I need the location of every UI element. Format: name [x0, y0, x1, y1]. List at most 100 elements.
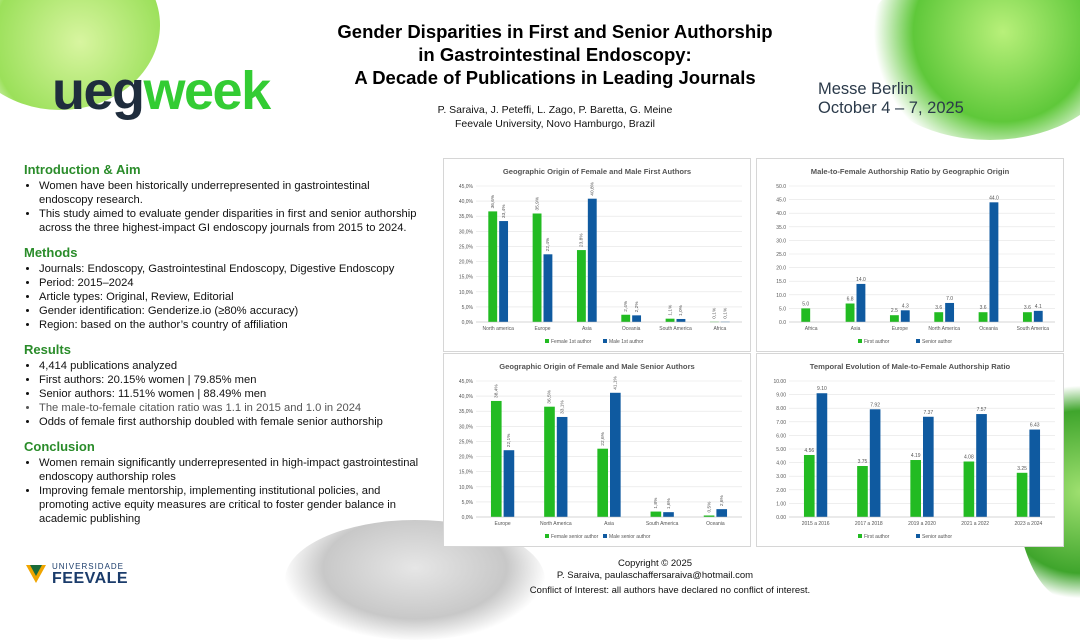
x-tick-label: Africa	[805, 326, 818, 332]
y-tick-label: 0,0%	[462, 320, 474, 326]
bar	[632, 315, 642, 322]
y-tick-label: 6.00	[776, 433, 786, 439]
results-list: 4,414 publications analyzed First author…	[24, 359, 424, 429]
data-label: 38,4%	[494, 384, 500, 398]
data-label: 7.0	[946, 296, 953, 302]
results-item: 4,414 publications analyzed	[39, 359, 424, 373]
y-tick-label: 9.00	[776, 393, 786, 399]
legend-swatch	[916, 339, 920, 343]
y-tick-label: 20,0%	[459, 260, 474, 266]
bar	[703, 515, 715, 517]
data-label: 7.92	[870, 402, 880, 408]
y-tick-label: 10,0%	[459, 485, 474, 491]
y-tick-label: 40.0	[776, 211, 786, 217]
x-tick-label: 2015 a 2016	[802, 521, 830, 527]
author-block: P. Saraiva, J. Peteffi, L. Zago, P. Bare…	[340, 103, 770, 131]
legend-swatch	[603, 339, 607, 343]
data-label: 33,1%	[559, 400, 565, 414]
y-tick-label: 10.0	[776, 293, 786, 299]
bar	[543, 254, 553, 322]
bar	[801, 308, 811, 322]
y-tick-label: 40,0%	[459, 394, 474, 400]
data-label: 2,2%	[634, 301, 640, 313]
y-tick-label: 25,0%	[459, 244, 474, 250]
poster-title: Gender Disparities in First and Senior A…	[290, 20, 820, 89]
x-tick-label: South America	[1017, 326, 1050, 332]
bar	[544, 406, 555, 517]
data-label: 3.6	[935, 305, 942, 311]
x-tick-label: 2021 a 2022	[961, 521, 989, 527]
bar	[923, 416, 934, 517]
y-tick-label: 7.00	[776, 420, 786, 426]
text-column: Introduction & Aim Women have been histo…	[24, 162, 424, 536]
bar	[910, 460, 921, 517]
legend-label: Male 1st author	[609, 339, 644, 345]
title-line-3: A Decade of Publications in Leading Jour…	[354, 67, 756, 88]
bar	[1029, 429, 1041, 517]
y-tick-label: 3.00	[776, 474, 786, 480]
bar	[1016, 472, 1028, 517]
x-tick-label: Asia	[604, 521, 614, 527]
bar	[621, 314, 631, 322]
title-line-1: Gender Disparities in First and Senior A…	[337, 21, 773, 42]
methods-item: Article types: Original, Review, Editori…	[39, 290, 424, 304]
ueg-week-logo: uegweek	[52, 61, 272, 121]
data-label: 3.75	[858, 459, 868, 465]
bar	[869, 409, 881, 517]
conclusion-item: Improving female mentorship, implementin…	[39, 484, 424, 526]
intro-item: This study aimed to evaluate gender disp…	[39, 207, 424, 235]
y-tick-label: 35.0	[776, 225, 786, 231]
bar	[556, 416, 568, 517]
bar	[499, 221, 509, 322]
y-tick-label: 10,0%	[459, 290, 474, 296]
y-tick-label: 50.0	[776, 184, 786, 190]
bar	[803, 454, 815, 517]
data-label: 3.6	[1024, 305, 1031, 311]
bar	[663, 512, 674, 517]
data-label: 0,1%	[712, 307, 718, 319]
legend-label: Female 1st author	[551, 339, 592, 345]
chart-title: Geographic Origin of Female and Male Sen…	[499, 362, 695, 371]
affiliation: Feevale University, Novo Hamburgo, Brazi…	[455, 118, 655, 130]
y-tick-label: 10.00	[773, 379, 786, 385]
chart-panel-first-authors: Geographic Origin of Female and Male Fir…	[443, 158, 751, 352]
data-label: 36,5%	[547, 389, 553, 403]
y-tick-label: 0,0%	[462, 515, 474, 521]
x-tick-label: Asia	[851, 326, 861, 332]
x-tick-label: Asia	[582, 326, 592, 332]
data-label: 7.37	[923, 410, 933, 416]
bar	[934, 312, 944, 322]
legend-label: Female senior author	[551, 534, 599, 540]
data-label: 4.1	[1035, 304, 1042, 310]
y-tick-label: 0.00	[776, 515, 786, 521]
legend-swatch	[858, 534, 862, 538]
conclusion-list: Women remain significantly underrepresen…	[24, 456, 424, 526]
x-tick-label: Oceania	[979, 326, 998, 332]
results-item: The male-to-female citation ratio was 1.…	[39, 401, 424, 415]
chart-title: Geographic Origin of Female and Male Fir…	[503, 167, 691, 176]
legend-label: First author	[864, 339, 890, 345]
data-label: 1,8%	[653, 497, 659, 509]
bar	[532, 213, 542, 322]
x-tick-label: 2017 a 2018	[855, 521, 883, 527]
methods-item: Gender identification: Genderize.io (≥80…	[39, 304, 424, 318]
chart-ratio-by-region: Male-to-Female Authorship Ratio by Geogr…	[776, 167, 1055, 345]
x-tick-label: Europe	[534, 326, 550, 332]
methods-item: Period: 2015–2024	[39, 276, 424, 290]
data-label: 2,4%	[623, 300, 629, 312]
logo-text-week: week	[143, 61, 272, 121]
y-tick-label: 30,0%	[459, 229, 474, 235]
bar	[503, 450, 515, 517]
data-label: 7.57	[977, 407, 987, 413]
bar	[816, 393, 828, 517]
y-tick-label: 40,0%	[459, 199, 474, 205]
bar	[889, 315, 899, 322]
y-tick-label: 5.00	[776, 447, 786, 453]
y-tick-label: 15,0%	[459, 275, 474, 281]
data-label: 14.0	[856, 277, 866, 283]
bar	[989, 202, 999, 322]
legend-swatch	[603, 534, 607, 538]
x-tick-label: Oceania	[706, 521, 725, 527]
methods-list: Journals: Endoscopy, Gastrointestinal En…	[24, 262, 424, 332]
y-tick-label: 30.0	[776, 238, 786, 244]
